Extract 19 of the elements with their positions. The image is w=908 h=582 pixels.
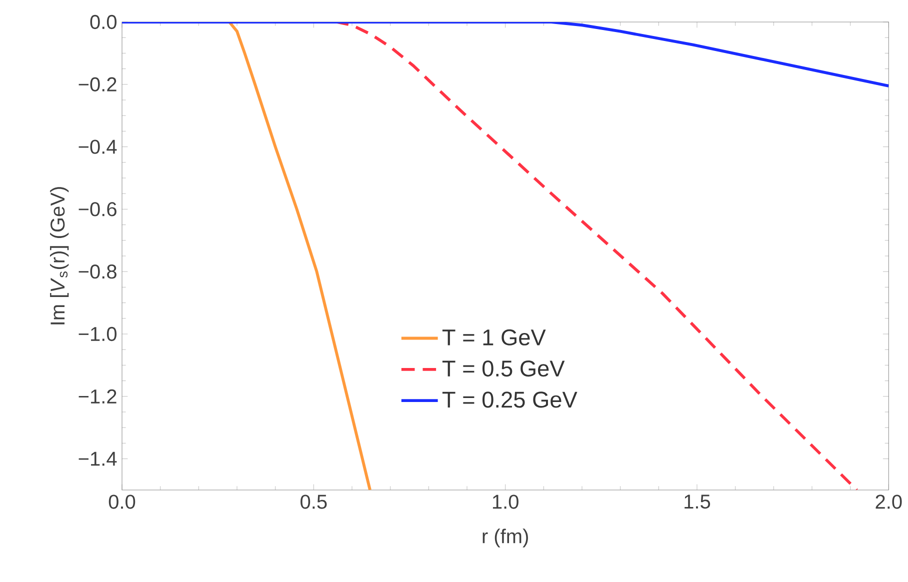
legend-label: T = 1 GeV [442, 329, 546, 346]
x-tick-label: 0.5 [300, 494, 327, 509]
y-axis-title: Im [V$_{s}$(r)] (GeV) [50, 187, 69, 324]
y-tick-label: 0.0 [90, 14, 117, 30]
x-tick-label: 0.0 [108, 494, 136, 509]
y-tick-label: −0.6 [78, 202, 116, 216]
y-tick-label: −0.2 [78, 77, 116, 92]
x-tick-label: 1.0 [492, 494, 518, 509]
legend-label: T = 0.25 GeV [442, 392, 578, 408]
y-tick-label: −1.4 [78, 452, 117, 466]
legend-label: T = 0.5 GeV [442, 360, 565, 377]
y-tick-label: −1.0 [78, 326, 117, 342]
x-tick-label: 2.0 [876, 494, 902, 509]
x-axis-title: r (fm) [482, 528, 528, 548]
line-series [122, 22, 889, 88]
y-tick-label: −0.4 [78, 140, 117, 154]
x-tick-label: 1.5 [684, 494, 710, 509]
y-tick-label: −1.2 [78, 389, 116, 404]
y-tick-label: −0.8 [78, 264, 116, 279]
